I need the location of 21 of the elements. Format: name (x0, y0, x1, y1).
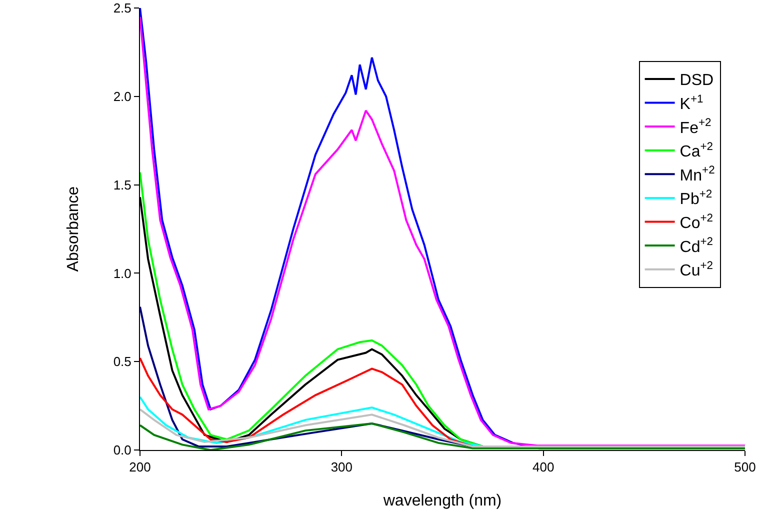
legend-label: Mn$^{+2}$ (680, 164, 715, 184)
legend-label: Cu$^{+2}$ (680, 260, 714, 280)
y-tick-label: 1.0 (113, 266, 132, 281)
legend-label: K$^{+1}$ (680, 93, 704, 113)
legend-label: Pb$^{+2}$ (680, 188, 712, 208)
y-tick-label: 2.5 (113, 0, 132, 16)
x-tick-label: 300 (330, 460, 353, 475)
legend-label: DSD (680, 72, 714, 90)
legend-label: Cd$^{+2}$ (680, 236, 714, 256)
legend-label: Co$^{+2}$ (680, 212, 714, 232)
x-tick-label: 400 (532, 460, 554, 475)
y-tick-label: 0.5 (113, 354, 132, 370)
y-tick-label: 0.0 (113, 442, 132, 458)
y-tick-label: 1.5 (113, 177, 132, 192)
y-axis-title: Absorbance (65, 186, 82, 272)
x-tick-label: 200 (129, 460, 151, 475)
legend-label: Ca$^{+2}$ (680, 140, 714, 161)
x-axis-title: wavelength (nm) (382, 492, 502, 510)
x-tick-label: 500 (734, 460, 756, 475)
y-tick-label: 2.0 (113, 88, 132, 104)
legend-label: Fe$^{+2}$ (680, 117, 712, 137)
